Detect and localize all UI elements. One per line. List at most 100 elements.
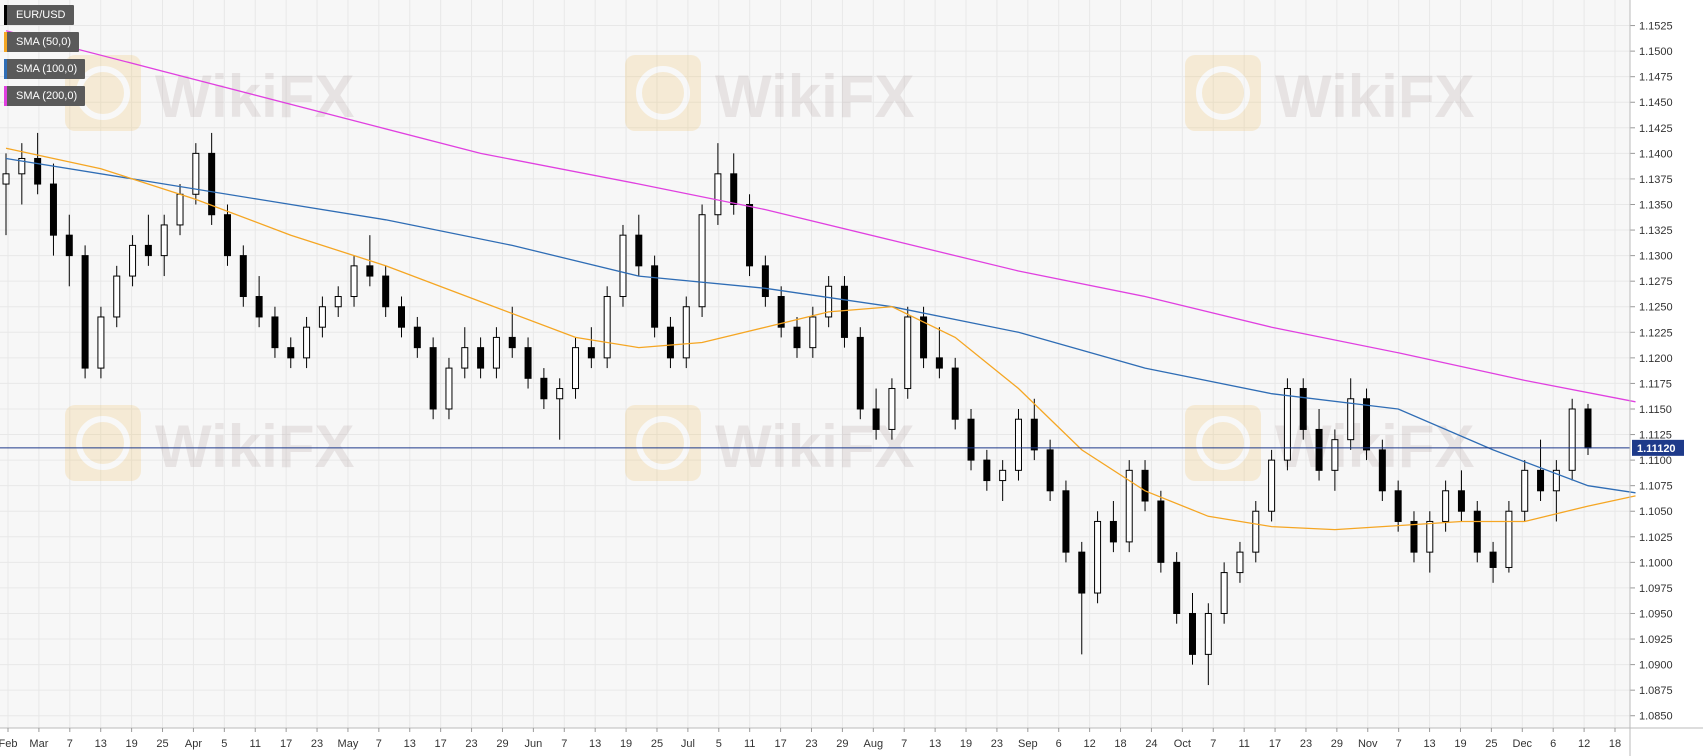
x-tick-label: 25 bbox=[651, 738, 663, 750]
legend-label: EUR/USD bbox=[16, 9, 66, 21]
legend-label: SMA (100,0) bbox=[16, 63, 78, 75]
x-tick-label: 23 bbox=[805, 738, 817, 750]
watermark-logo-icon bbox=[625, 55, 701, 131]
candle-body bbox=[1584, 408, 1592, 449]
candle-body bbox=[492, 336, 500, 369]
x-tick-label: 19 bbox=[125, 738, 137, 750]
candle-body bbox=[1046, 449, 1054, 492]
x-tick-label: 13 bbox=[95, 738, 107, 750]
watermark-logo-icon bbox=[1185, 55, 1261, 131]
watermark-logo-icon bbox=[1185, 405, 1261, 481]
candle-body bbox=[967, 418, 975, 461]
x-tick-label: 7 bbox=[376, 738, 382, 750]
y-tick-label: 1.1400 bbox=[1639, 148, 1673, 160]
candle-body bbox=[192, 152, 200, 195]
candle-body bbox=[176, 193, 184, 226]
legend-item-sma100[interactable]: SMA (100,0) bbox=[4, 59, 86, 79]
x-tick-label: 11 bbox=[744, 738, 755, 750]
candle-body bbox=[413, 326, 421, 349]
x-tick-label: Feb bbox=[0, 738, 17, 750]
candle-body bbox=[477, 347, 485, 369]
candle-body bbox=[1268, 459, 1276, 512]
x-tick-label: 5 bbox=[221, 738, 227, 750]
candle-body bbox=[1094, 520, 1102, 594]
candle-body bbox=[1537, 469, 1545, 492]
candle-body bbox=[524, 347, 532, 379]
candle-body bbox=[398, 306, 405, 328]
candle-body bbox=[983, 459, 991, 482]
candle-body bbox=[666, 326, 674, 359]
candle-body bbox=[144, 244, 152, 257]
watermark-text: WikiFX bbox=[155, 413, 354, 480]
candle-body bbox=[904, 316, 912, 390]
y-tick-label: 1.1450 bbox=[1639, 97, 1673, 109]
candle-body bbox=[350, 265, 358, 298]
candle-body bbox=[635, 234, 643, 267]
candle-body bbox=[1236, 551, 1244, 574]
x-tick-label: Apr bbox=[185, 738, 202, 750]
x-tick-label: 13 bbox=[404, 738, 416, 750]
x-axis: Feb Mar 7 13 19 25 Apr 5 11 17 23 May 7 13 17 23 29 Jun 7 1… bbox=[0, 727, 1703, 750]
y-tick-label: 1.1000 bbox=[1639, 557, 1673, 569]
candle-body bbox=[129, 244, 137, 277]
candle-body bbox=[651, 265, 659, 328]
y-tick-label: 1.1375 bbox=[1639, 174, 1673, 186]
x-tick-label: 11 bbox=[250, 738, 261, 750]
candle-body bbox=[1109, 520, 1117, 543]
candle-body bbox=[587, 347, 595, 359]
x-tick-label: May bbox=[338, 738, 359, 750]
candle-body bbox=[1157, 500, 1165, 563]
candle-body bbox=[603, 296, 611, 359]
price-label: 1.11120 bbox=[1637, 443, 1676, 455]
watermark: WikiFX bbox=[1185, 405, 1474, 481]
watermark-text: WikiFX bbox=[1275, 413, 1474, 480]
x-tick-label: 23 bbox=[465, 738, 477, 750]
x-tick-label: 6 bbox=[1056, 738, 1062, 750]
price-label-box bbox=[1632, 439, 1684, 456]
candle-body bbox=[1442, 490, 1450, 522]
y-tick-label: 1.1150 bbox=[1639, 404, 1672, 416]
candle-body bbox=[208, 152, 216, 216]
x-tick-label: 13 bbox=[589, 738, 601, 750]
candle-body bbox=[872, 408, 880, 430]
y-tick-label: 1.1250 bbox=[1639, 302, 1673, 314]
x-tick-label: 19 bbox=[1454, 738, 1466, 750]
x-tick-label: 23 bbox=[1300, 738, 1312, 750]
candle-body bbox=[777, 296, 785, 328]
y-tick-label: 1.1100 bbox=[1639, 455, 1672, 467]
watermark: WikiFX bbox=[65, 55, 354, 131]
x-tick-label: Jun bbox=[524, 738, 542, 750]
x-tick-label: 18 bbox=[1114, 738, 1126, 750]
candle-body bbox=[1521, 469, 1529, 512]
legend-item-eurusd[interactable]: EUR/USD bbox=[4, 5, 74, 25]
x-tick-label: Dec bbox=[1513, 738, 1533, 750]
legend-item-sma200[interactable]: SMA (200,0) bbox=[4, 86, 86, 106]
candle-body bbox=[682, 306, 690, 359]
candle-body bbox=[1473, 510, 1481, 553]
watermarks: WikiFX WikiFX WikiFX WikiFX WikiFX WikiFX bbox=[65, 55, 1474, 481]
candle-body bbox=[1347, 398, 1355, 441]
y-tick-label: 1.1475 bbox=[1639, 72, 1673, 84]
candle-body bbox=[793, 326, 801, 349]
x-tick-label: 23 bbox=[311, 738, 323, 750]
candle-body bbox=[160, 224, 168, 257]
legend-item-sma50[interactable]: SMA (50,0) bbox=[4, 32, 80, 52]
watermark-logo-ring bbox=[636, 416, 690, 470]
candle-body bbox=[1252, 510, 1260, 553]
candle-body bbox=[1394, 490, 1402, 522]
y-tick-label: 1.1300 bbox=[1639, 251, 1673, 263]
x-tick-label: 25 bbox=[1485, 738, 1497, 750]
y-tick-label: 1.1200 bbox=[1639, 353, 1673, 365]
x-tick-label: 13 bbox=[929, 738, 941, 750]
watermark-logo-ring bbox=[76, 416, 130, 470]
candle-body bbox=[2, 173, 10, 185]
watermark: WikiFX bbox=[625, 405, 914, 481]
x-tick-label: Mar bbox=[29, 738, 48, 750]
candle-body bbox=[287, 347, 295, 359]
watermark-logo-ring bbox=[636, 66, 690, 120]
candle-body bbox=[556, 388, 564, 400]
candle-body bbox=[318, 306, 326, 328]
plot-background bbox=[0, 0, 1630, 728]
candle-body bbox=[1315, 428, 1323, 471]
watermark: WikiFX bbox=[65, 405, 354, 481]
